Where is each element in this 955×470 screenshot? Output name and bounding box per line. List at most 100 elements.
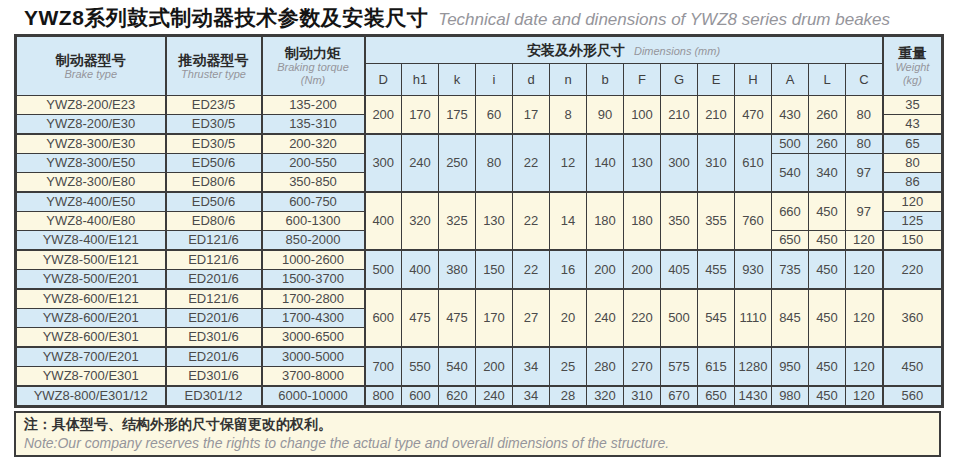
braking-torque-label-zh: 制动力矩 — [263, 45, 364, 61]
dim-d-cell: 27 — [513, 289, 550, 347]
footer-note-chinese: 注：具体型号、结构外形的尺寸保留更改的权利。 — [24, 415, 931, 434]
torque-range-cell: 350-850 — [262, 173, 365, 193]
dim-C-cell: 120 — [846, 231, 883, 251]
col-header-b: b — [587, 64, 624, 96]
footer-note-english: Note:Our company reserves the rights to … — [24, 434, 931, 452]
dim-C-cell: 80 — [846, 134, 883, 154]
dim-n-cell: 20 — [550, 289, 587, 347]
dim-E-cell: 355 — [698, 192, 735, 250]
dim-d-cell: 22 — [513, 134, 550, 192]
torque-range-cell: 1700-2800 — [262, 289, 365, 309]
weight-value-cell: 80 — [883, 154, 943, 173]
dim-i-cell: 130 — [476, 192, 513, 250]
dim-d-cell: 34 — [513, 347, 550, 386]
dim-L-cell: 450 — [809, 192, 846, 231]
thruster-model-cell: ED80/6 — [166, 173, 262, 193]
dim-k-cell: 540 — [439, 347, 476, 386]
brake-model-cell: YWZ8-300/E30 — [16, 134, 166, 154]
dim-G-cell: 500 — [661, 289, 698, 347]
dim-d-cell: 17 — [513, 96, 550, 135]
thruster-model-cell: ED50/6 — [166, 154, 262, 173]
weight-value-cell: 43 — [883, 115, 943, 135]
dim-G-cell: 405 — [661, 250, 698, 289]
dim-H-cell: 1430 — [735, 386, 772, 407]
col-header-F: F — [624, 64, 661, 96]
thruster-model-cell: ED301/6 — [166, 367, 262, 387]
brake-model-cell: YWZ8-400/E121 — [16, 231, 166, 251]
col-header-G: G — [661, 64, 698, 96]
brake-model-cell: YWZ8-600/E301 — [16, 328, 166, 348]
dim-E-cell: 615 — [698, 347, 735, 386]
weight-value-cell: 220 — [883, 250, 943, 289]
dim-i-cell: 170 — [476, 289, 513, 347]
spec-table-body: YWZ8-200/E23ED23/5135-200200170175601789… — [16, 96, 943, 407]
table-row: YWZ8-300/E30ED30/5200-320300240250802212… — [16, 134, 943, 154]
dim-H-cell: 760 — [735, 192, 772, 250]
thruster-model-cell: ED80/6 — [166, 212, 262, 231]
col-header-k: k — [439, 64, 476, 96]
dim-n-cell: 16 — [550, 250, 587, 289]
torque-range-cell: 1500-3700 — [262, 270, 365, 290]
dim-G-cell: 350 — [661, 192, 698, 250]
col-header-E: E — [698, 64, 735, 96]
dim-b-cell: 320 — [587, 386, 624, 407]
dim-F-cell: 200 — [624, 250, 661, 289]
brake-model-cell: YWZ8-200/E30 — [16, 115, 166, 135]
dim-H-cell: 1110 — [735, 289, 772, 347]
dim-d-cell: 22 — [513, 192, 550, 250]
footer-note: 注：具体型号、结构外形的尺寸保留更改的权利。 Note:Our company … — [14, 411, 941, 457]
dim-b-cell: 180 — [587, 192, 624, 250]
dim-C-cell: 80 — [846, 96, 883, 135]
dim-d-cell: 22 — [513, 250, 550, 289]
dim-G-cell: 300 — [661, 134, 698, 192]
table-row: YWZ8-200/E23ED23/5135-200200170175601789… — [16, 96, 943, 115]
dim-A-cell: 735 — [772, 250, 809, 289]
dim-A-cell: 430 — [772, 96, 809, 135]
dim-h1-cell: 600 — [402, 386, 439, 407]
brake-model-cell: YWZ8-600/E121 — [16, 289, 166, 309]
brake-model-cell: YWZ8-700/E301 — [16, 367, 166, 387]
dim-A-cell: 650 — [772, 231, 809, 251]
col-header-thruster-type: 推动器型号 Thruster type — [166, 36, 262, 96]
thruster-model-cell: ED301/12 — [166, 386, 262, 407]
weight-label-zh: 重量 — [884, 45, 942, 61]
thruster-model-cell: ED201/6 — [166, 347, 262, 367]
page-title-english: Technical date and dinensions of YWZ8 se… — [438, 10, 890, 30]
dim-b-cell: 90 — [587, 96, 624, 135]
dim-n-cell: 14 — [550, 192, 587, 250]
dim-H-cell: 470 — [735, 96, 772, 135]
torque-range-cell: 200-320 — [262, 134, 365, 154]
brake-model-cell: YWZ8-600/E201 — [16, 309, 166, 328]
dim-F-cell: 130 — [624, 134, 661, 192]
weight-value-cell: 86 — [883, 173, 943, 193]
brake-model-cell: YWZ8-700/E201 — [16, 347, 166, 367]
dim-A-cell: 540 — [772, 154, 809, 193]
weight-value-cell: 450 — [883, 347, 943, 386]
dim-H-cell: 930 — [735, 250, 772, 289]
dim-C-cell: 120 — [846, 250, 883, 289]
thruster-model-cell: ED201/6 — [166, 309, 262, 328]
weight-label-en: Weight — [884, 61, 942, 74]
braking-torque-unit: (Nm) — [263, 74, 364, 87]
col-header-D: D — [365, 64, 402, 96]
torque-range-cell: 600-1300 — [262, 212, 365, 231]
col-header-H: H — [735, 64, 772, 96]
table-row: YWZ8-400/E50ED50/6600-750400320325130221… — [16, 192, 943, 212]
brake-type-label-en: Brake type — [17, 68, 165, 81]
col-header-i: i — [476, 64, 513, 96]
dim-F-cell: 270 — [624, 347, 661, 386]
dim-D-cell: 800 — [365, 386, 402, 407]
dim-h1-cell: 240 — [402, 134, 439, 192]
brake-model-cell: YWZ8-500/E201 — [16, 270, 166, 290]
dim-D-cell: 700 — [365, 347, 402, 386]
torque-range-cell: 6000-10000 — [262, 386, 365, 407]
dim-i-cell: 200 — [476, 347, 513, 386]
col-header-braking-torque: 制动力矩 Braking torque (Nm) — [262, 36, 365, 96]
col-header-dimensions-group: 安装及外形尺寸 Dimensions (mm) — [365, 36, 883, 64]
thruster-model-cell: ED121/6 — [166, 231, 262, 251]
col-header-d: d — [513, 64, 550, 96]
dim-i-cell: 60 — [476, 96, 513, 135]
weight-value-cell: 560 — [883, 386, 943, 407]
weight-value-cell: 125 — [883, 212, 943, 231]
thruster-type-label-en: Thruster type — [167, 68, 261, 81]
